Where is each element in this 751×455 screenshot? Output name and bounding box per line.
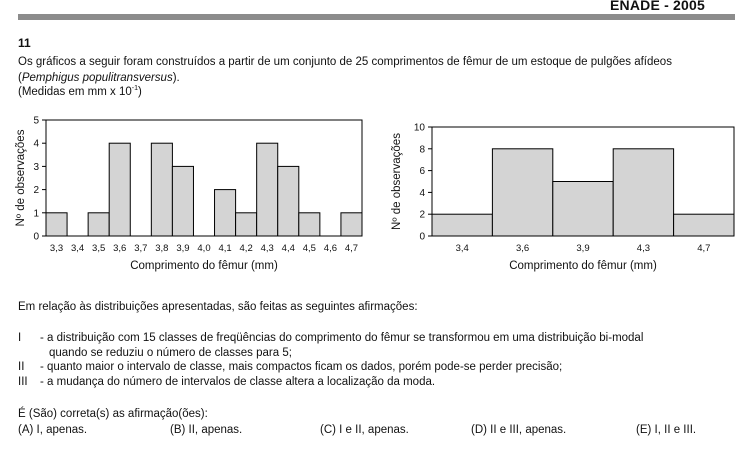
bar-3,9 (552, 181, 614, 237)
y-tick-label: 6 (419, 166, 425, 177)
y-tick-label: 0 (419, 232, 425, 243)
bar-4,3 (256, 142, 279, 237)
statement-3-numeral: III (18, 375, 28, 388)
statements-list: I - a distribuição com 15 classes de fre… (18, 331, 748, 389)
statement-1-line-2: quando se reduziu o número de classes pa… (49, 346, 292, 359)
x-tick-label: 4,7 (345, 243, 358, 254)
x-tick-label: 4,3 (637, 243, 650, 254)
x-tick-label: 4,7 (697, 243, 710, 254)
y-axis-title: Nº de observações (391, 133, 403, 230)
option-b[interactable]: (B) II, apenas. (170, 424, 242, 436)
x-axis-title: Comprimento do fêmur (mm) (130, 260, 278, 272)
bar-4,5 (298, 212, 321, 237)
measure-suffix: ) (138, 86, 142, 98)
bar-4,2 (235, 212, 258, 237)
question-intro: Os gráficos a seguir foram construídos a… (18, 54, 743, 86)
histogram-5-classes: 0 2 4 6 8 10 3,4 3,6 3,9 4,3 4,7 Comprimento do fêm… (391, 123, 735, 272)
x-tick-label: 3,3 (50, 243, 63, 254)
bar-4,1 (214, 189, 237, 237)
y-tick-label: 2 (419, 210, 425, 221)
option-c[interactable]: (C) I e II, apenas. (320, 424, 409, 436)
histogram-15-classes: 0 1 2 3 4 5 3,3 3,4 3,5 3,6 3,7 3,8 3,9 4,0 4,1 4,2 4,3 4… (15, 116, 363, 272)
y-tick-label: 0 (33, 232, 39, 243)
y-axis-title: Nº de observações (15, 129, 27, 226)
y-tick-label: 4 (419, 188, 425, 199)
measure-note: (Medidas em mm x 10-1) (18, 85, 142, 98)
species-name: Pemphigus populitransversus (21, 72, 173, 84)
statement-2-numeral: II (18, 361, 25, 373)
statement-3: III - a mudança do número de intervalos … (18, 375, 748, 390)
x-tick-label: 4,1 (218, 243, 231, 254)
option-d[interactable]: (D) II e III, apenas. (471, 424, 566, 436)
x-tick-label: 3,5 (92, 243, 105, 254)
bar-4,4 (277, 165, 300, 237)
x-tick-label: 4,0 (197, 243, 210, 254)
option-b-text: II, apenas. (188, 424, 243, 436)
statements-lead: Em relação às distribuições apresentadas… (18, 301, 418, 313)
statement-2: II - quanto maior o intervalo de classe,… (18, 360, 748, 375)
x-tick-label: 3,6 (516, 243, 529, 254)
option-a-text: I, apenas. (36, 424, 88, 436)
statement-1: I - a distribuição com 15 classes de fre… (18, 331, 748, 360)
bar-3,4 (431, 213, 493, 237)
answer-options: (A) I, apenas. (B) II, apenas. (C) I e I… (18, 424, 738, 440)
x-tick-label: 3,9 (576, 243, 589, 254)
option-d-text: II e III, apenas. (490, 424, 567, 436)
bar-4,7 (673, 213, 735, 237)
statement-2-line-1: - quanto maior o intervalo de classe, ma… (40, 361, 563, 373)
x-tick-label: 3,7 (134, 243, 147, 254)
x-axis-title: Comprimento do fêmur (mm) (509, 260, 657, 272)
y-tick-label: 5 (33, 116, 39, 127)
x-tick-label: 4,4 (282, 243, 295, 254)
x-tick-label: 3,8 (155, 243, 168, 254)
y-tick-label: 4 (33, 139, 39, 150)
species-open: ( (18, 72, 22, 84)
bar-3,6 (491, 148, 554, 237)
y-tick-label: 2 (33, 185, 39, 196)
x-tick-label: 4,5 (303, 243, 316, 254)
bar-3,6 (108, 142, 131, 237)
option-b-letter: (B) (170, 424, 186, 436)
x-tick-label: 3,6 (113, 243, 126, 254)
x-tick-label: 4,2 (240, 243, 253, 254)
option-c-letter: (C) (320, 424, 336, 436)
x-tick-label: 4,3 (261, 243, 274, 254)
option-c-text: I e II, apenas. (339, 424, 409, 436)
bar-3,5 (87, 212, 110, 237)
y-tick-label: 8 (419, 144, 425, 155)
measure-exponent: -1 (131, 85, 138, 92)
bar-3,8 (150, 142, 173, 237)
header-rule (18, 14, 735, 20)
statement-3-line-1: - a mudança do número de intervalos de c… (40, 375, 436, 388)
option-d-letter: (D) (471, 424, 487, 436)
exam-title: ENADE - 2005 (610, 0, 705, 13)
option-e[interactable]: (E) I, II e III. (636, 424, 696, 436)
question-prompt: É (São) correta(s) as afirmação(ões): (18, 408, 208, 420)
bar-4,7 (340, 212, 363, 237)
plot-frame (45, 119, 363, 237)
bar-3,9 (171, 165, 194, 237)
intro-line-1: Os gráficos a seguir foram construídos a… (18, 56, 672, 68)
option-a[interactable]: (A) I, apenas. (18, 424, 87, 436)
option-a-letter: (A) (18, 424, 34, 436)
measure-prefix: (Medidas em mm x 10 (18, 86, 132, 98)
statement-1-numeral: I (18, 332, 22, 344)
option-e-text: I, II e III. (654, 424, 697, 436)
species-close: ). (172, 72, 180, 84)
bar-3,3 (45, 212, 68, 237)
x-tick-label: 4,6 (324, 243, 337, 254)
y-tick-label: 3 (33, 162, 39, 173)
bar-4,3 (612, 148, 675, 237)
question-number: 11 (18, 36, 31, 50)
x-tick-label: 3,9 (176, 243, 189, 254)
x-tick-label: 3,4 (71, 243, 84, 254)
y-tick-label: 1 (33, 208, 39, 219)
statement-1-line-1: - a distribuição com 15 classes de freqü… (40, 332, 644, 344)
y-tick-label: 10 (414, 123, 426, 134)
option-e-letter: (E) (636, 424, 652, 436)
x-tick-label: 3,4 (456, 243, 469, 254)
